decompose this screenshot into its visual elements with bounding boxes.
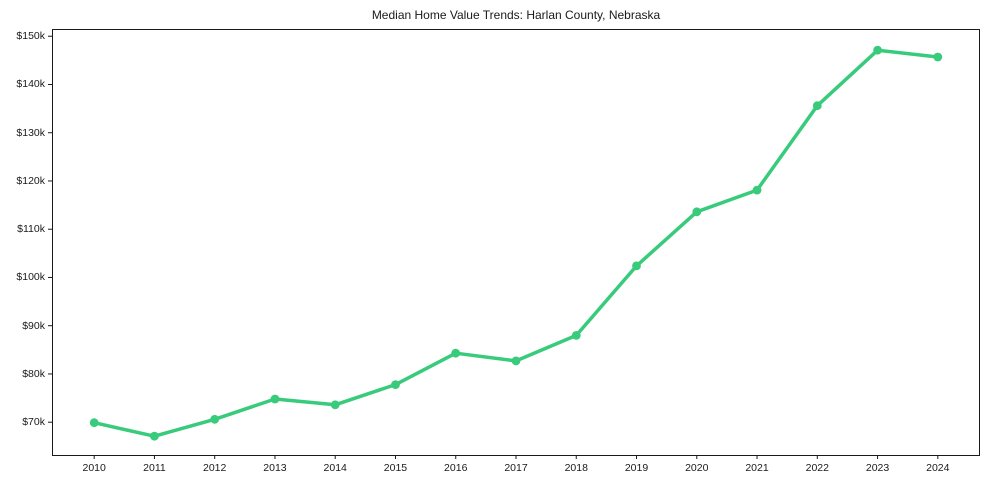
trend-line bbox=[92, 48, 940, 438]
x-tick-label: 2024 bbox=[926, 462, 950, 474]
x-tick-label: 2013 bbox=[263, 462, 287, 474]
x-tick-label: 2017 bbox=[504, 462, 528, 474]
x-tick-label: 2021 bbox=[745, 462, 769, 474]
data-point-marker bbox=[270, 394, 280, 404]
data-point-marker bbox=[933, 52, 943, 62]
data-point-marker bbox=[692, 207, 702, 217]
x-tick-label: 2016 bbox=[444, 462, 468, 474]
y-tick-label: $100k bbox=[16, 271, 45, 284]
data-point-marker bbox=[511, 356, 521, 366]
data-point-marker bbox=[150, 431, 159, 441]
data-point-marker bbox=[873, 45, 882, 55]
y-tick-label: $130k bbox=[16, 126, 45, 139]
y-tick-label: $90k bbox=[22, 319, 45, 332]
data-point-marker bbox=[330, 400, 340, 410]
data-point-marker bbox=[571, 331, 581, 340]
y-tick-label: $150k bbox=[16, 30, 45, 43]
x-tick-label: 2019 bbox=[624, 462, 649, 474]
y-tick-label: $120k bbox=[16, 174, 45, 187]
data-point-marker bbox=[89, 418, 99, 428]
x-tick-label: 2018 bbox=[564, 462, 588, 474]
data-point-marker bbox=[210, 414, 220, 424]
y-tick-label: $80k bbox=[22, 367, 45, 380]
axis-frame bbox=[52, 29, 980, 456]
y-tick-label: $70k bbox=[22, 416, 45, 429]
x-tick-label: 2020 bbox=[685, 462, 709, 474]
x-tick-label: 2022 bbox=[805, 462, 829, 474]
x-tick-label: 2010 bbox=[82, 462, 106, 474]
data-point-marker bbox=[451, 348, 461, 358]
x-tick-label: 2015 bbox=[383, 462, 408, 474]
x-tick-label: 2011 bbox=[143, 462, 166, 474]
x-tick-label: 2012 bbox=[203, 462, 227, 474]
x-tick-label: 2014 bbox=[323, 462, 347, 474]
y-tick-label: $110k bbox=[17, 223, 45, 236]
chart-title: Median Home Value Trends: Harlan County,… bbox=[371, 8, 661, 22]
data-point-marker bbox=[632, 261, 641, 271]
data-point-marker bbox=[391, 380, 400, 389]
x-tick-label: 2023 bbox=[865, 462, 890, 474]
data-point-marker bbox=[752, 185, 762, 195]
data-point-marker bbox=[812, 101, 822, 111]
y-tick-label: $140k bbox=[16, 78, 45, 91]
